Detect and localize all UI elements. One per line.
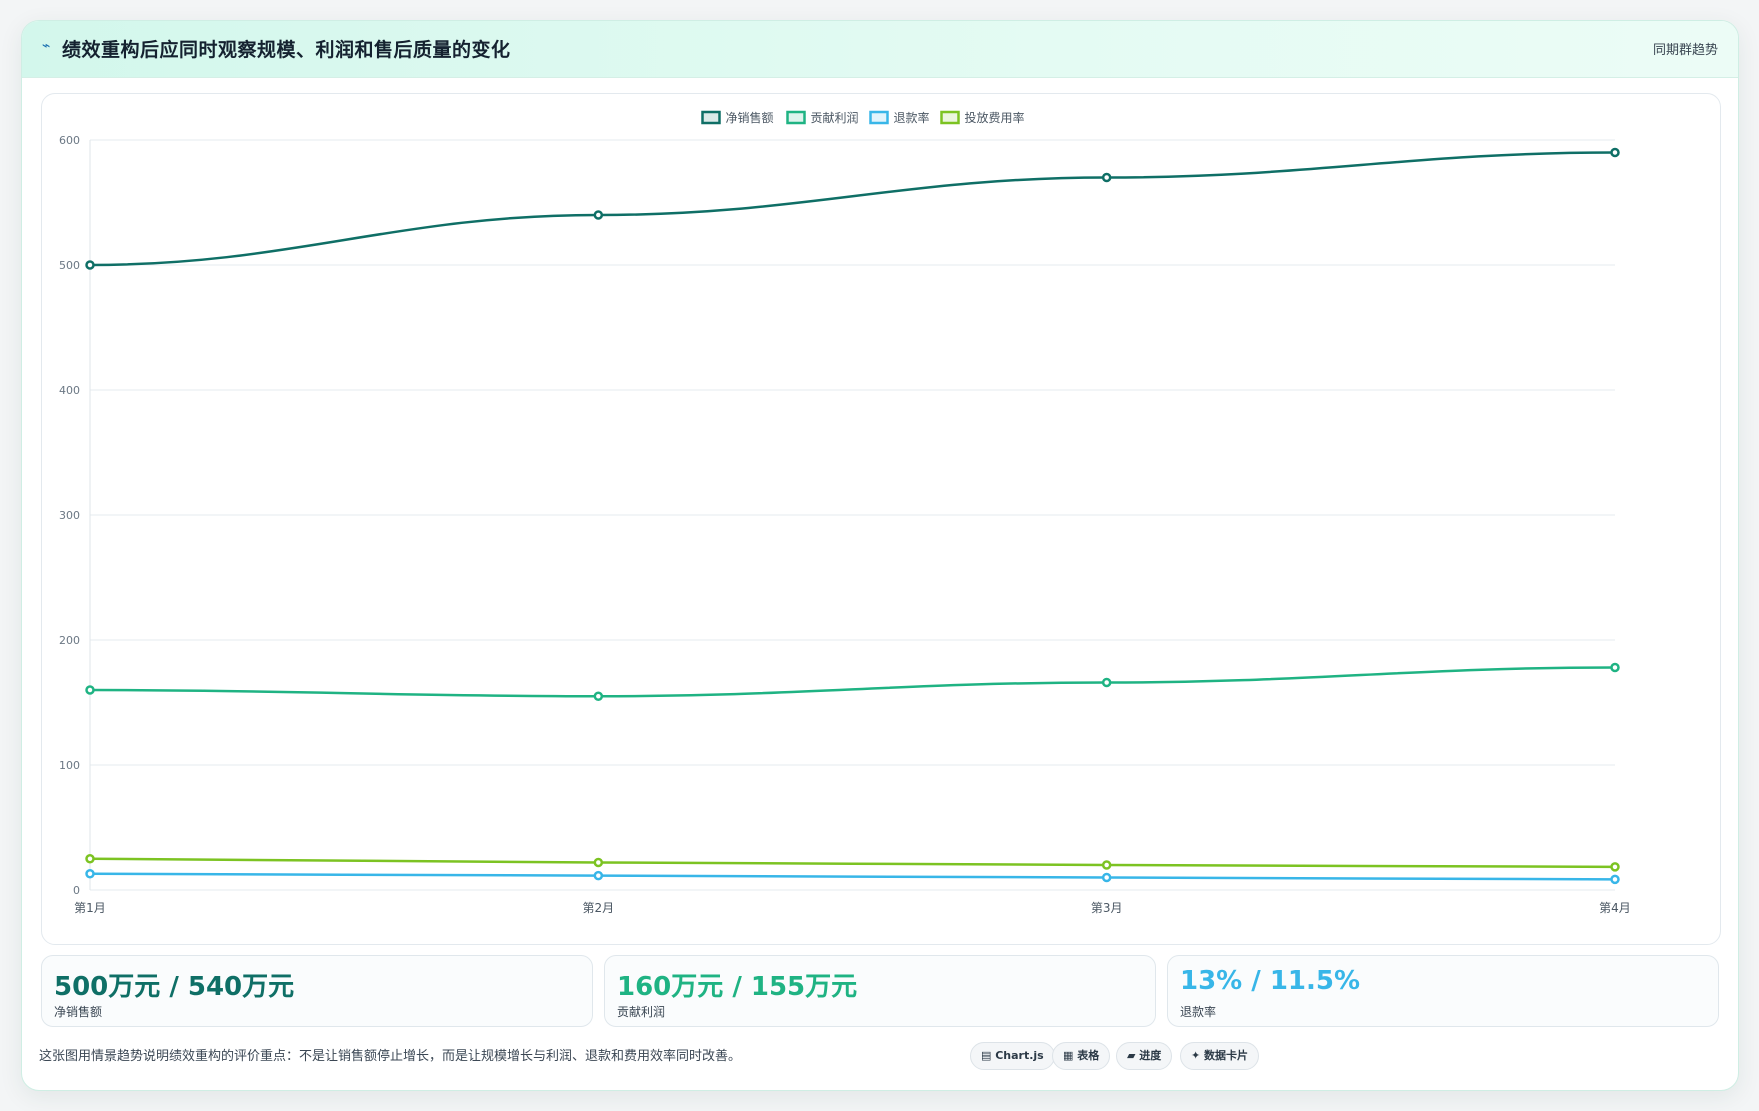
series-line: [89, 666, 1616, 698]
kpi-label: 净销售额: [54, 1005, 103, 1019]
legend-label: 投放费用率: [965, 110, 1025, 125]
x-tick-label: 第3月: [1091, 901, 1123, 915]
data-point: [593, 691, 604, 701]
kpi-card-profit: 160万元 / 155万元 贡献利润: [604, 955, 1156, 1027]
data-point: [1610, 862, 1620, 872]
x-tick-label: 第4月: [1599, 901, 1631, 915]
y-tick-label: 100: [59, 759, 80, 772]
line-chart: 0 100 200 300 400 500 600 第1月 第2月 第3月 第4月 净销售额 贡献利润 退…: [59, 110, 1631, 915]
legend-label: 净销售额: [726, 110, 774, 125]
chart-note: 这张图用情景趋势说明绩效重构的评价重点：不是让销售额停止增长，而是让规模增长与利…: [39, 1049, 742, 1064]
kpi-row: 500万元 / 540万元 净销售额 160万元 / 155万元 贡献利润 13…: [41, 955, 1721, 1027]
data-point: [1101, 860, 1112, 870]
y-tick-label: 600: [59, 134, 80, 147]
legend-label: 退款率: [894, 110, 930, 125]
data-point: [593, 870, 604, 881]
y-tick-label: 0: [73, 884, 80, 897]
legend-swatch: [940, 110, 960, 125]
data-point: [85, 260, 95, 270]
pulse-icon: ⌁: [42, 38, 51, 54]
data-point: [85, 685, 95, 695]
series-line: [89, 151, 1616, 267]
series-line: [89, 857, 1616, 869]
data-point: [85, 869, 95, 879]
data-point: [1101, 872, 1112, 883]
kpi-card-sales: 500万元 / 540万元 净销售额: [41, 955, 593, 1027]
data-point: [1610, 874, 1620, 885]
legend-swatch: [786, 110, 806, 125]
data-point: [593, 210, 604, 220]
y-tick-label: 500: [59, 259, 80, 272]
legend-swatch: [869, 110, 889, 125]
kpi-value: 160万元 / 155万元: [617, 972, 858, 1002]
legend-swatch: [701, 110, 721, 125]
data-point: [1610, 662, 1620, 673]
data-point: [85, 854, 95, 864]
y-tick-label: 200: [59, 634, 80, 647]
chartjs-pill[interactable]: ▤ Chart.js: [970, 1042, 1055, 1070]
kpi-card-refund: 13% / 11.5% 退款率: [1167, 955, 1719, 1027]
y-tick-label: 300: [59, 509, 80, 522]
y-tick-label: 400: [59, 384, 80, 397]
chart-panel: 0 100 200 300 400 500 600 第1月 第2月 第3月 第4月 净销售额 贡献利润 退…: [41, 93, 1721, 945]
data-point: [1101, 677, 1112, 688]
data-point: [1101, 172, 1112, 183]
dashboard-card: ⌁ 绩效重构后应同时观察规模、利润和售后质量的变化 同期群趋势 0 100 200 3…: [21, 20, 1739, 1091]
card-title: 绩效重构后应同时观察规模、利润和售后质量的变化: [62, 39, 511, 61]
card-header: ⌁ 绩效重构后应同时观察规模、利润和售后质量的变化 同期群趋势: [22, 21, 1738, 78]
cohort-trend-tag: 同期群趋势: [1652, 43, 1718, 58]
data-card-pill[interactable]: ✦ 数据卡片: [1180, 1042, 1260, 1070]
kpi-label: 贡献利润: [617, 1005, 666, 1019]
series-line: [89, 872, 1616, 881]
legend-label: 贡献利润: [811, 110, 859, 125]
progress-pill[interactable]: ▰ 进度: [1116, 1042, 1173, 1070]
x-tick-label: 第2月: [583, 901, 615, 915]
x-tick-label: 第1月: [74, 901, 106, 915]
kpi-label: 退款率: [1180, 1005, 1217, 1019]
kpi-value: 13% / 11.5%: [1180, 966, 1361, 996]
data-point: [593, 857, 604, 868]
table-pill[interactable]: ▦ 表格: [1052, 1042, 1111, 1070]
kpi-value: 500万元 / 540万元: [54, 972, 295, 1002]
data-point: [1610, 147, 1620, 158]
